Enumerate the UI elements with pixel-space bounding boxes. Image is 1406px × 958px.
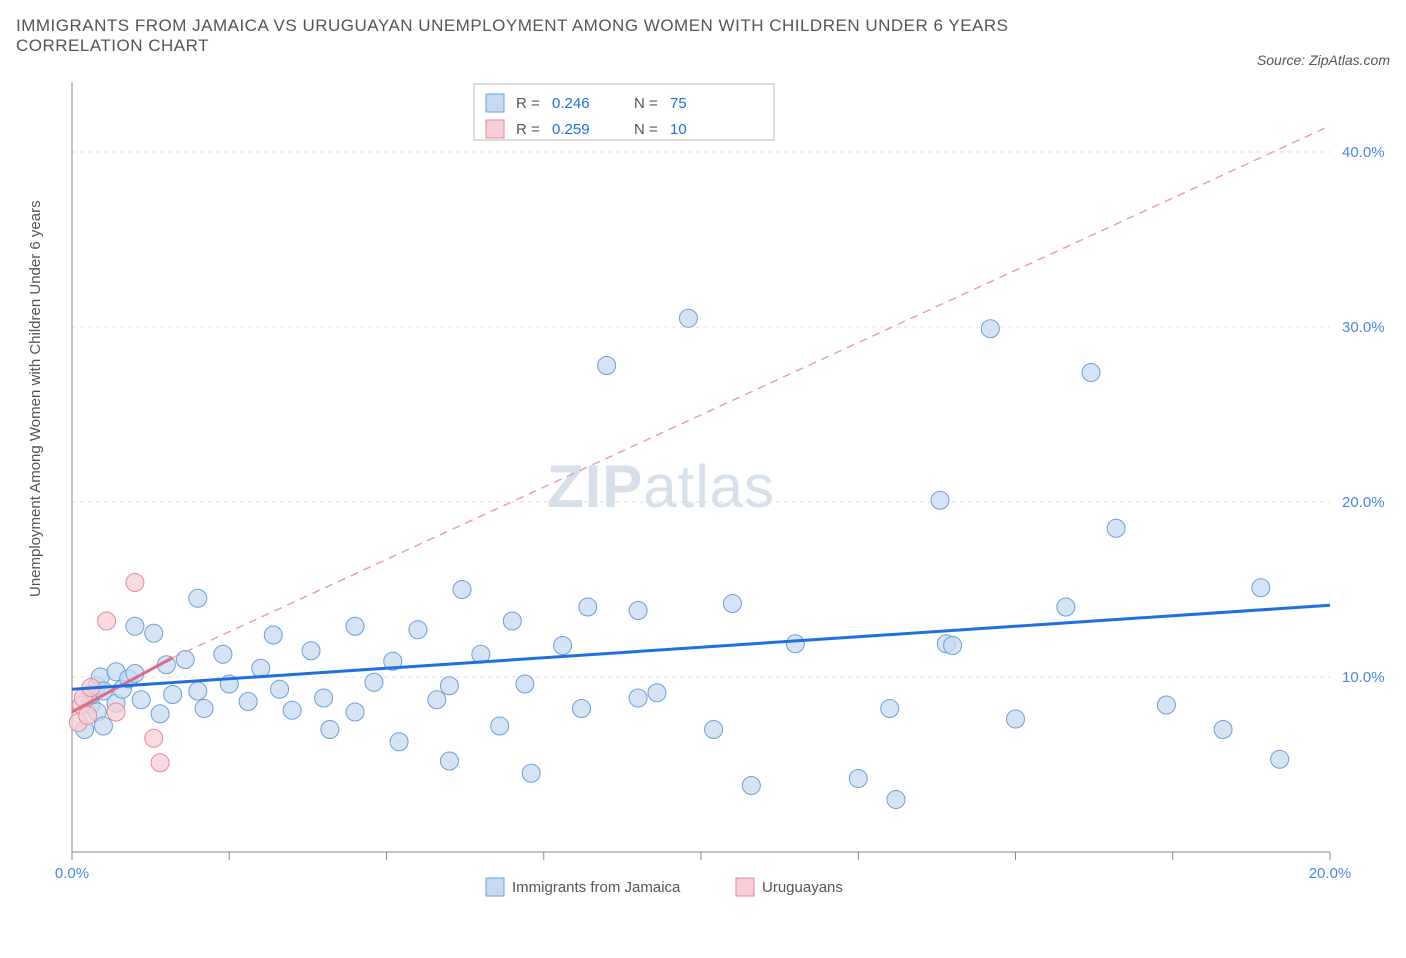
data-point bbox=[881, 700, 899, 718]
svg-text:0.246: 0.246 bbox=[552, 95, 590, 112]
legend-swatch bbox=[486, 878, 504, 896]
data-point bbox=[931, 491, 949, 509]
data-point bbox=[302, 642, 320, 660]
header-row: IMMIGRANTS FROM JAMAICA VS URUGUAYAN UNE… bbox=[16, 16, 1390, 68]
data-point bbox=[164, 686, 182, 704]
data-point bbox=[428, 691, 446, 709]
svg-text:75: 75 bbox=[670, 95, 687, 112]
data-point bbox=[440, 677, 458, 695]
svg-text:0.259: 0.259 bbox=[552, 121, 590, 138]
data-point bbox=[1214, 721, 1232, 739]
data-point bbox=[145, 624, 163, 642]
data-point bbox=[94, 717, 112, 735]
data-point bbox=[283, 701, 301, 719]
data-point bbox=[151, 705, 169, 723]
data-point bbox=[1057, 598, 1075, 616]
data-point bbox=[126, 617, 144, 635]
data-point bbox=[1082, 364, 1100, 382]
data-point bbox=[629, 689, 647, 707]
svg-text:N =: N = bbox=[634, 121, 658, 138]
data-point bbox=[151, 754, 169, 772]
y-axis-label: Unemployment Among Women with Children U… bbox=[27, 200, 44, 597]
data-point bbox=[1252, 579, 1270, 597]
data-point bbox=[742, 777, 760, 795]
trend-line-pink-dashed bbox=[173, 126, 1330, 658]
data-point bbox=[944, 637, 962, 655]
source-label: Source: ZipAtlas.com bbox=[1257, 52, 1390, 68]
data-point bbox=[346, 617, 364, 635]
svg-text:N =: N = bbox=[634, 95, 658, 112]
data-point bbox=[629, 602, 647, 620]
legend-label: Immigrants from Jamaica bbox=[512, 879, 681, 896]
data-point bbox=[491, 717, 509, 735]
data-point bbox=[887, 791, 905, 809]
y-tick-label: 30.0% bbox=[1342, 319, 1385, 336]
y-tick-label: 40.0% bbox=[1342, 144, 1385, 161]
data-point bbox=[189, 682, 207, 700]
svg-text:R =: R = bbox=[516, 121, 540, 138]
data-point bbox=[786, 635, 804, 653]
stats-legend: R = 0.246 N = 75 R = 0.259 N = 10 bbox=[474, 84, 774, 140]
data-point bbox=[849, 770, 867, 788]
x-tick-label: 0.0% bbox=[55, 865, 89, 882]
data-point bbox=[107, 703, 125, 721]
data-point bbox=[98, 612, 116, 630]
data-point bbox=[503, 612, 521, 630]
y-tick-label: 10.0% bbox=[1342, 669, 1385, 686]
legend-swatch bbox=[486, 94, 504, 112]
data-point bbox=[1157, 696, 1175, 714]
data-point bbox=[554, 637, 572, 655]
data-point bbox=[579, 598, 597, 616]
data-point bbox=[1107, 519, 1125, 537]
legend-swatch bbox=[486, 120, 504, 138]
data-point bbox=[365, 673, 383, 691]
watermark: ZIPatlas bbox=[547, 453, 775, 520]
data-point bbox=[440, 752, 458, 770]
chart-container: 10.0% 20.0% 30.0% 40.0% ZIPatlas 0.0% 20.0% R =… bbox=[16, 72, 1390, 942]
data-point bbox=[598, 357, 616, 375]
trend-line-blue bbox=[72, 605, 1330, 689]
data-point bbox=[195, 700, 213, 718]
data-point bbox=[126, 574, 144, 592]
data-point bbox=[214, 645, 232, 663]
data-point bbox=[189, 589, 207, 607]
legend-swatch bbox=[736, 878, 754, 896]
chart-title: IMMIGRANTS FROM JAMAICA VS URUGUAYAN UNE… bbox=[16, 16, 1116, 56]
data-point bbox=[145, 729, 163, 747]
data-point bbox=[522, 764, 540, 782]
data-point bbox=[176, 651, 194, 669]
data-point bbox=[252, 659, 270, 677]
legend-label: Uruguayans bbox=[762, 879, 843, 896]
data-point bbox=[264, 626, 282, 644]
data-point bbox=[705, 721, 723, 739]
data-point bbox=[723, 595, 741, 613]
data-point bbox=[79, 707, 97, 725]
data-point bbox=[453, 581, 471, 599]
data-point bbox=[315, 689, 333, 707]
svg-text:R =: R = bbox=[516, 95, 540, 112]
data-point bbox=[516, 675, 534, 693]
series-legend: Immigrants from Jamaica Uruguayans bbox=[486, 878, 843, 896]
data-point bbox=[648, 684, 666, 702]
data-point bbox=[132, 691, 150, 709]
correlation-scatter-chart: 10.0% 20.0% 30.0% 40.0% ZIPatlas 0.0% 20.0% R =… bbox=[16, 72, 1390, 942]
x-tick-label: 20.0% bbox=[1309, 865, 1352, 882]
data-point bbox=[409, 621, 427, 639]
data-point bbox=[271, 680, 289, 698]
data-point bbox=[981, 320, 999, 338]
y-tick-label: 20.0% bbox=[1342, 494, 1385, 511]
data-point bbox=[679, 309, 697, 327]
svg-text:10: 10 bbox=[670, 121, 687, 138]
data-point bbox=[346, 703, 364, 721]
data-point bbox=[572, 700, 590, 718]
data-point bbox=[239, 693, 257, 711]
data-point bbox=[1271, 750, 1289, 768]
data-point bbox=[321, 721, 339, 739]
data-point bbox=[390, 733, 408, 751]
data-point bbox=[1007, 710, 1025, 728]
